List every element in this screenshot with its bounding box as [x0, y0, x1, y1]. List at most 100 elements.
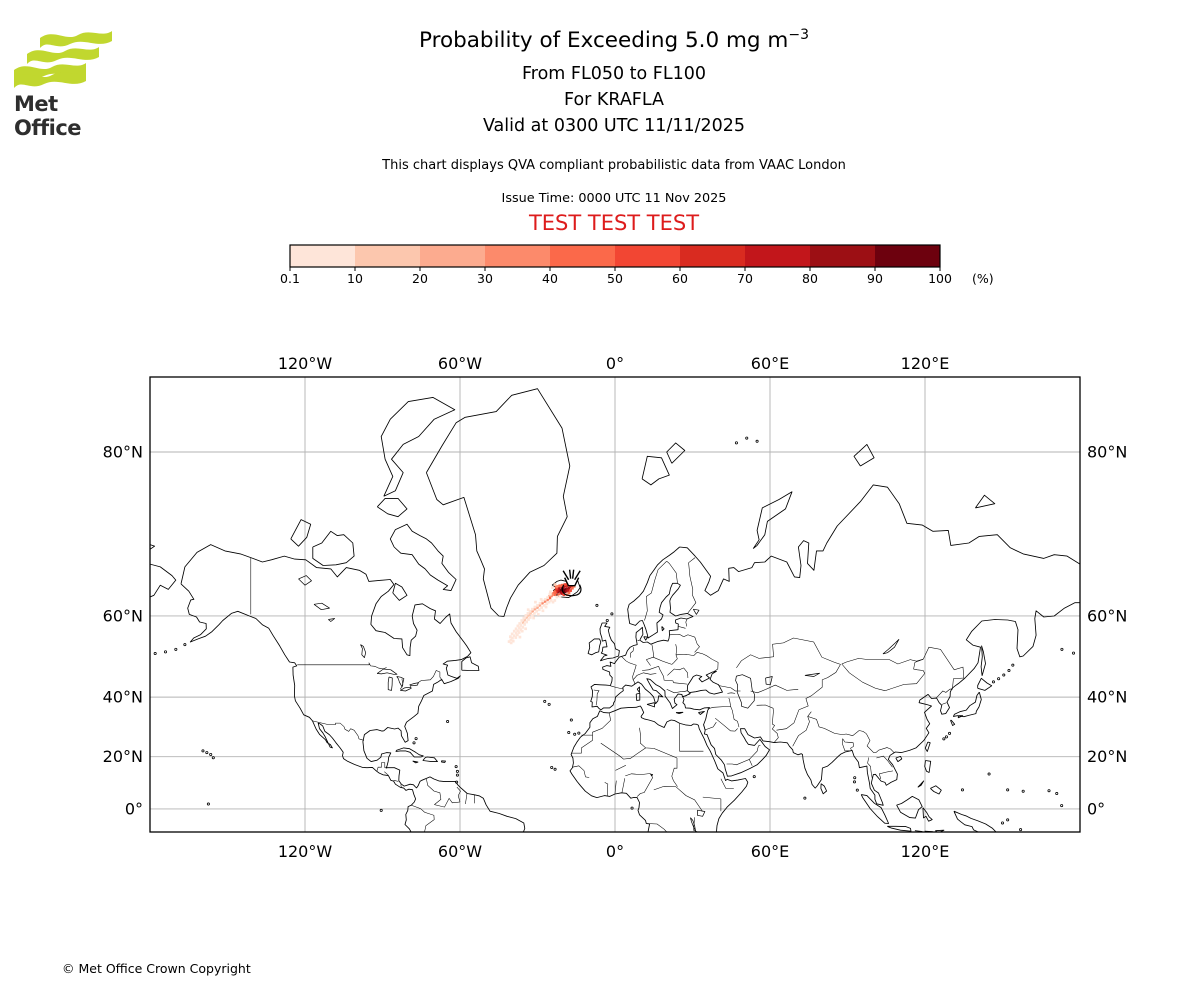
plume-cell [562, 593, 566, 597]
island-dot [1006, 818, 1010, 822]
coastline [641, 455, 670, 486]
country-border [426, 778, 442, 805]
country-borders [250, 557, 965, 832]
x-axis-label-bottom: 120°W [278, 842, 333, 861]
country-border [400, 678, 404, 690]
country-border [736, 637, 841, 669]
country-border [866, 733, 895, 753]
coastline [461, 656, 480, 671]
plume-cell [526, 612, 530, 615]
country-border [646, 823, 668, 832]
country-border [384, 771, 389, 776]
island-dot [944, 735, 948, 739]
plume-cell [546, 598, 549, 602]
country-border [646, 656, 672, 665]
plume-cell [524, 614, 528, 617]
country-border [637, 639, 640, 641]
coastline [635, 692, 641, 701]
country-border [610, 685, 624, 690]
plume-cell [532, 616, 535, 620]
page-title: Probability of Exceeding 5.0 mg m−3 [418, 27, 809, 54]
lake-outline [804, 672, 820, 677]
colorbar-segment [550, 245, 615, 267]
country-border [646, 659, 651, 666]
plume-cell [549, 590, 552, 594]
plume-cell [553, 590, 556, 594]
island-dot [997, 677, 1001, 681]
country-border [671, 644, 678, 665]
plume-cell [541, 601, 544, 605]
island-dot [752, 775, 756, 779]
island-dot [987, 772, 991, 776]
plume-cell [521, 625, 525, 629]
colorbar-segment [420, 245, 485, 267]
island-dot [412, 741, 416, 745]
plume-cell [536, 606, 539, 609]
country-border [456, 786, 461, 803]
plume-cell [529, 612, 532, 615]
plume-cell [516, 624, 520, 628]
country-border [702, 796, 721, 800]
island-dot [1011, 663, 1015, 667]
country-border [625, 773, 654, 797]
coastline [896, 795, 923, 819]
plume-cell [559, 589, 563, 592]
axis-labels: 120°W 120°W 60°W 60°W 0° 0° 60°E 60°E 120°E 120°E… [103, 354, 1128, 861]
plume-cell [548, 592, 552, 596]
island-dot [1019, 828, 1023, 832]
lake-outline [400, 686, 412, 692]
country-border [621, 656, 637, 685]
map-frame [149, 376, 1081, 833]
colorbar-tick-label: 40 [542, 271, 558, 286]
country-border [718, 685, 741, 692]
country-border [936, 688, 953, 698]
plume-cell [520, 619, 524, 622]
country-border [473, 794, 475, 804]
plume-cell [524, 627, 527, 631]
island-dot [455, 769, 459, 773]
island-dot [855, 788, 859, 792]
lake-outline [765, 676, 773, 686]
plume-cell [554, 589, 558, 592]
subtitle-flight-levels: From FL050 to FL100 [521, 64, 707, 84]
x-axis-label-top: 60°W [438, 354, 482, 373]
island-dot [205, 751, 209, 755]
plume-cell [533, 605, 537, 609]
copyright-notice: © Met Office Crown Copyright [62, 961, 251, 976]
island-dot [630, 806, 634, 810]
colorbar-tick-label: 100 [928, 271, 952, 286]
coastline [312, 530, 355, 566]
x-axis-label-top: 0° [606, 354, 624, 373]
country-border [465, 793, 468, 805]
coastline [977, 677, 993, 691]
island-dot [595, 603, 599, 607]
coastline [646, 702, 655, 708]
colorbar-segment [290, 245, 355, 267]
country-border [671, 758, 678, 787]
issue-time: Issue Time: 0000 UTC 11 Nov 2025 [501, 191, 727, 206]
island-dot [153, 652, 157, 656]
map-area [150, 377, 1080, 832]
country-border [417, 670, 442, 684]
plume-cell [551, 600, 555, 604]
coastline [180, 544, 526, 832]
plume-cell [540, 606, 543, 609]
coastline [599, 622, 620, 662]
island-dot [1002, 673, 1006, 677]
country-border [798, 664, 841, 711]
country-border [727, 692, 736, 694]
country-border [297, 662, 387, 669]
plume-cell [512, 629, 516, 633]
country-border [876, 755, 893, 768]
plume-cell [553, 593, 557, 597]
country-border [756, 704, 779, 743]
island-dot [183, 643, 187, 647]
coastline [895, 755, 903, 763]
coastline [860, 794, 890, 824]
country-border [841, 658, 926, 691]
plume-cell [563, 590, 567, 594]
plume-cell [518, 626, 521, 630]
colorbar-segment [745, 245, 810, 267]
lake-outline [882, 639, 900, 655]
